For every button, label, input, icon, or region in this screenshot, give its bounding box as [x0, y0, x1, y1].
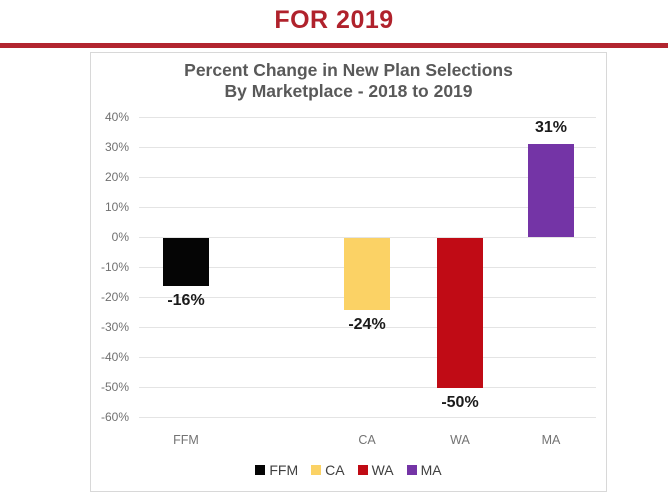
legend-label: CA — [325, 462, 345, 478]
chart-title-line1: Percent Change in New Plan Selections — [184, 60, 513, 80]
y-axis-tick-label: 30% — [104, 140, 129, 154]
gridline — [139, 207, 596, 208]
gridline — [139, 327, 596, 328]
chart-title-line2: By Marketplace - 2018 to 2019 — [224, 81, 473, 101]
header-divider-rule — [0, 43, 668, 48]
legend-label: MA — [420, 462, 442, 478]
bar-value-label-ca: -24% — [348, 316, 386, 333]
bar-ca — [344, 238, 390, 310]
gridline — [139, 357, 596, 358]
bar-value-label-ffm: -16% — [167, 292, 205, 309]
y-axis-tick-label: 10% — [104, 200, 129, 214]
legend-swatch-icon — [255, 465, 266, 475]
legend-item-ma: MA — [406, 462, 442, 478]
page-title: FOR 2019 — [274, 6, 394, 34]
x-axis-label-wa: WA — [450, 433, 470, 447]
legend-label: WA — [371, 462, 394, 478]
bar-wa — [437, 238, 483, 388]
y-axis-tick-label: -60% — [100, 410, 129, 424]
gridline — [139, 117, 596, 118]
y-axis-tick-label: 20% — [104, 170, 129, 184]
y-axis-tick-label: -10% — [100, 260, 129, 274]
gridline — [139, 177, 596, 178]
bar-value-label-wa: -50% — [441, 394, 479, 411]
x-axis-label-ca: CA — [358, 433, 376, 447]
bar-ma — [528, 144, 574, 237]
gridline — [139, 237, 596, 238]
y-axis-tick-label: -30% — [100, 320, 129, 334]
bar-value-label-ma: 31% — [534, 119, 568, 136]
bar-chart: Percent Change in New Plan Selections By… — [90, 52, 607, 492]
chart-title: Percent Change in New Plan Selections By… — [91, 60, 606, 102]
y-axis-tick-label: 0% — [111, 230, 129, 244]
y-axis-tick-label: -50% — [100, 380, 129, 394]
gridline — [139, 387, 596, 388]
y-axis-tick-label: -20% — [100, 290, 129, 304]
y-axis-tick-label: -40% — [100, 350, 129, 364]
legend-item-ca: CA — [311, 462, 345, 478]
gridline — [139, 147, 596, 148]
legend-swatch-icon — [357, 465, 368, 475]
x-axis-label-ffm: FFM — [173, 433, 199, 447]
x-axis-label-ma: MA — [541, 433, 561, 447]
legend-item-ffm: FFM — [255, 462, 298, 478]
chart-legend: FFM CA WA MA — [91, 462, 606, 478]
legend-swatch-icon — [406, 465, 417, 475]
gridline — [139, 417, 596, 418]
bar-ffm — [163, 238, 209, 286]
y-axis-tick-label: 40% — [104, 110, 129, 124]
legend-item-wa: WA — [357, 462, 394, 478]
legend-label: FFM — [269, 462, 299, 478]
legend-swatch-icon — [311, 465, 322, 475]
